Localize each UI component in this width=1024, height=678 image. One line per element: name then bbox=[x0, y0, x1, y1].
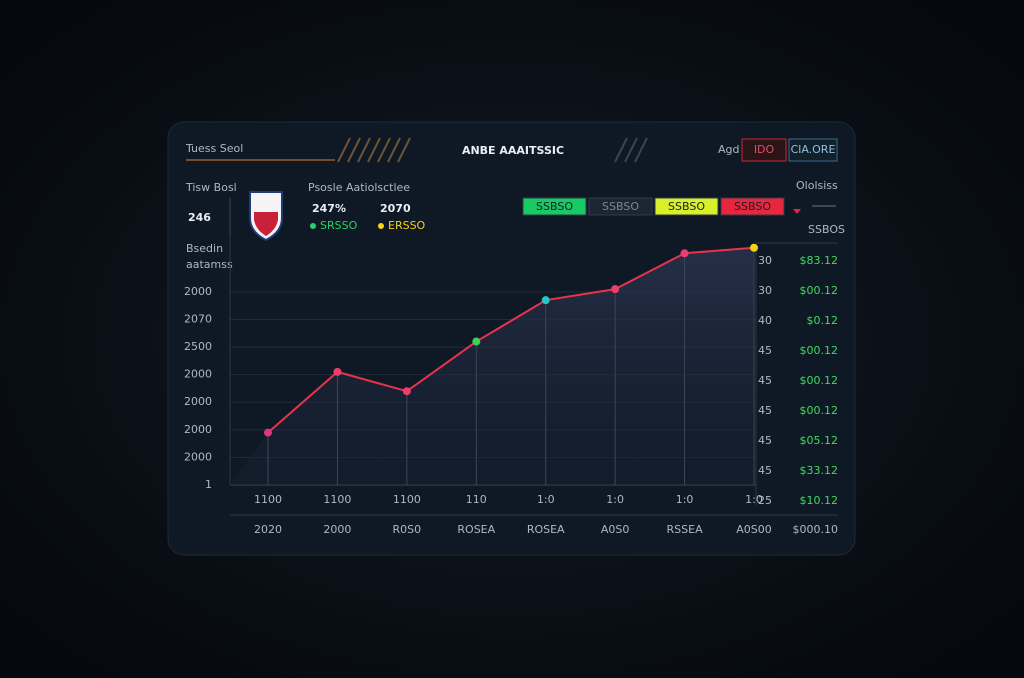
filter-label: SSBSO bbox=[602, 200, 639, 213]
stat-value: 247% bbox=[312, 202, 346, 215]
stat-label: ERSSO bbox=[388, 219, 426, 232]
row-key: 30 bbox=[758, 254, 772, 267]
y-tick-label: 2000 bbox=[184, 450, 212, 463]
x-tick-label: 1:0 bbox=[676, 493, 694, 506]
x-sublabel: ROSEA bbox=[457, 523, 495, 536]
crest-stripes bbox=[254, 212, 278, 236]
row-value: $00.12 bbox=[800, 344, 839, 357]
row-value: $00.12 bbox=[800, 284, 839, 297]
point[interactable] bbox=[333, 367, 342, 376]
row-key: 45 bbox=[758, 434, 772, 447]
filter-button[interactable] bbox=[654, 197, 719, 216]
left-title: Tuess Seol bbox=[185, 142, 243, 155]
y-tick-label: 2000 bbox=[184, 368, 212, 381]
x-tick-label: 1100 bbox=[254, 493, 282, 506]
stat-dot bbox=[310, 223, 316, 229]
y-tick-label: 2000 bbox=[184, 423, 212, 436]
row-key: 40 bbox=[758, 314, 772, 327]
axis-caption: Bsedin bbox=[186, 242, 223, 255]
x-tick-label: 1100 bbox=[393, 493, 421, 506]
y-tick-label: 2000 bbox=[184, 285, 212, 298]
y-tick-label: 2000 bbox=[184, 395, 212, 408]
axis-caption: aatamss bbox=[186, 258, 233, 271]
point[interactable] bbox=[541, 296, 550, 305]
row-value: $00.12 bbox=[800, 404, 839, 417]
x-sublabel: ROSEA bbox=[527, 523, 565, 536]
row-key: 30 bbox=[758, 284, 772, 297]
x-tick-label: 1:0 bbox=[606, 493, 624, 506]
y-tick-label: 1 bbox=[205, 478, 212, 491]
row-key: 45 bbox=[758, 344, 772, 357]
sort-icon[interactable] bbox=[793, 209, 801, 214]
stat-value: 2070 bbox=[380, 202, 411, 215]
stat-label: SRSSO bbox=[320, 219, 358, 232]
row-key: 45 bbox=[758, 404, 772, 417]
stripes bbox=[337, 137, 648, 163]
filter-label: SSBSO bbox=[734, 200, 771, 213]
row-value: $05.12 bbox=[800, 434, 839, 447]
filter-label: SSBSO bbox=[536, 200, 573, 213]
x-tick-label: 1:0 bbox=[745, 493, 763, 506]
team-value: 246 bbox=[188, 211, 211, 224]
point[interactable] bbox=[402, 387, 411, 396]
stats-label: Psosle Aatiolsctlee bbox=[308, 181, 410, 194]
point[interactable] bbox=[264, 428, 272, 437]
header-label: Agd bbox=[718, 143, 740, 156]
right-header: SSBOS bbox=[808, 223, 845, 236]
row-value: $83.12 bbox=[800, 254, 839, 267]
x-sublabel: R0S0 bbox=[393, 523, 422, 536]
row-footer: $000.10 bbox=[793, 523, 839, 536]
point[interactable] bbox=[750, 243, 758, 252]
point[interactable] bbox=[611, 285, 620, 294]
x-tick-label: 1:0 bbox=[537, 493, 555, 506]
filter-button[interactable] bbox=[588, 197, 653, 216]
x-tick-label: 1100 bbox=[323, 493, 351, 506]
row-value: $10.12 bbox=[800, 494, 839, 507]
row-key: 25 bbox=[758, 494, 772, 507]
x-sublabel: 2020 bbox=[254, 523, 282, 536]
row-key: 45 bbox=[758, 374, 772, 387]
x-sublabel: A0S0 bbox=[601, 523, 630, 536]
x-tick-label: 110 bbox=[466, 493, 487, 506]
filter-button[interactable] bbox=[522, 197, 587, 216]
title: ANBE AAAITSSIC bbox=[462, 144, 564, 157]
row-key: 45 bbox=[758, 464, 772, 477]
row-value: $00.12 bbox=[800, 374, 839, 387]
y-tick-label: 2070 bbox=[184, 312, 212, 325]
team-label: Tisw Bosl bbox=[185, 181, 237, 194]
badge[interactable] bbox=[788, 138, 838, 162]
row-value: $33.12 bbox=[800, 464, 839, 477]
right-title: Ololsiss bbox=[796, 179, 838, 192]
y-tick-label: 2500 bbox=[184, 340, 212, 353]
badge-label: IDO bbox=[754, 143, 775, 156]
stat-dot bbox=[378, 223, 384, 229]
filter-button[interactable] bbox=[720, 197, 785, 216]
point[interactable] bbox=[680, 249, 689, 258]
line bbox=[267, 246, 755, 434]
area bbox=[230, 247, 754, 485]
badge[interactable] bbox=[741, 138, 787, 162]
x-sublabel: A0S00 bbox=[736, 523, 772, 536]
badge-label: ClA.ORE bbox=[791, 143, 836, 156]
row-value: $0.12 bbox=[807, 314, 839, 327]
point[interactable] bbox=[472, 337, 481, 346]
x-sublabel: 2000 bbox=[323, 523, 351, 536]
x-sublabel: RSSEA bbox=[667, 523, 704, 536]
filter-label: SSBSO bbox=[668, 200, 705, 213]
